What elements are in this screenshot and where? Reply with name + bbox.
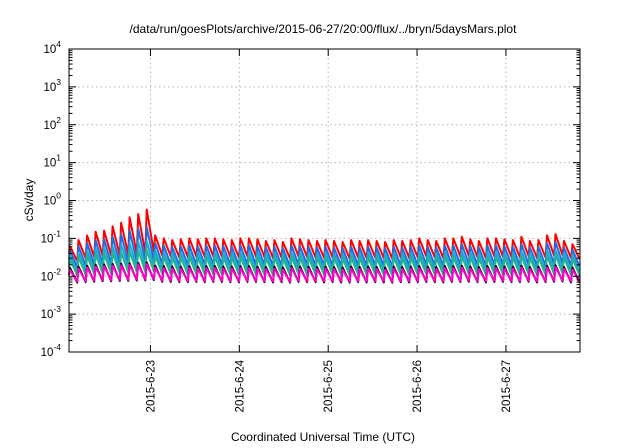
y-tick-label: 102 (43, 115, 61, 132)
y-tick-label-exponent: -2 (53, 266, 61, 276)
x-axis-ticks: 2015-6-23 2015-6-24 2015-6-25 2015-6-26 2015… (145, 49, 513, 412)
y-tick-label-exponent: -3 (53, 304, 61, 314)
y-tick-label: 10-3 (41, 304, 62, 321)
y-tick-label-base: 10 (43, 44, 56, 56)
series-lines (68, 208, 581, 284)
y-tick-label-base: 10 (43, 158, 56, 170)
y-tick-label-exponent: -4 (53, 342, 61, 352)
chart-title: /data/run/goesPlots/archive/2015-06-27/2… (130, 22, 518, 36)
y-tick-label-base: 10 (41, 271, 54, 283)
x-tick-label: 2015-6-27 (501, 360, 513, 412)
y-tick-label-base: 10 (43, 82, 56, 94)
y-tick-label-exponent: 4 (56, 39, 61, 49)
y-tick-label: 10-2 (41, 266, 62, 283)
y-tick-label: 100 (43, 191, 61, 208)
y-tick-label-base: 10 (41, 347, 54, 359)
y-axis-label: cSv/day (22, 179, 36, 222)
x-tick-label: 2015-6-26 (412, 360, 424, 412)
x-tick-label: 2015-6-23 (145, 360, 157, 412)
grid-lines (69, 49, 580, 352)
y-tick-label-base: 10 (43, 196, 56, 208)
y-tick-label-base: 10 (43, 120, 56, 132)
y-tick-label-base: 10 (41, 233, 54, 245)
y-tick-label: 103 (43, 77, 61, 94)
y-tick-label-exponent: -1 (53, 228, 61, 238)
x-axis-label: Coordinated Universal Time (UTC) (231, 430, 415, 444)
y-tick-label: 10-4 (41, 342, 62, 359)
y-tick-label-base: 10 (41, 309, 54, 321)
y-tick-label-exponent: 0 (56, 191, 61, 201)
y-tick-label-exponent: 2 (56, 115, 61, 125)
x-tick-label: 2015-6-24 (234, 359, 246, 412)
y-tick-label-exponent: 1 (56, 153, 61, 163)
y-tick-label-exponent: 3 (56, 77, 61, 87)
y-tick-label: 10-1 (41, 228, 62, 245)
y-tick-label: 104 (43, 39, 61, 56)
y-tick-label: 101 (43, 153, 61, 170)
x-tick-label: 2015-6-25 (323, 360, 335, 412)
series-line-6 (68, 263, 581, 283)
